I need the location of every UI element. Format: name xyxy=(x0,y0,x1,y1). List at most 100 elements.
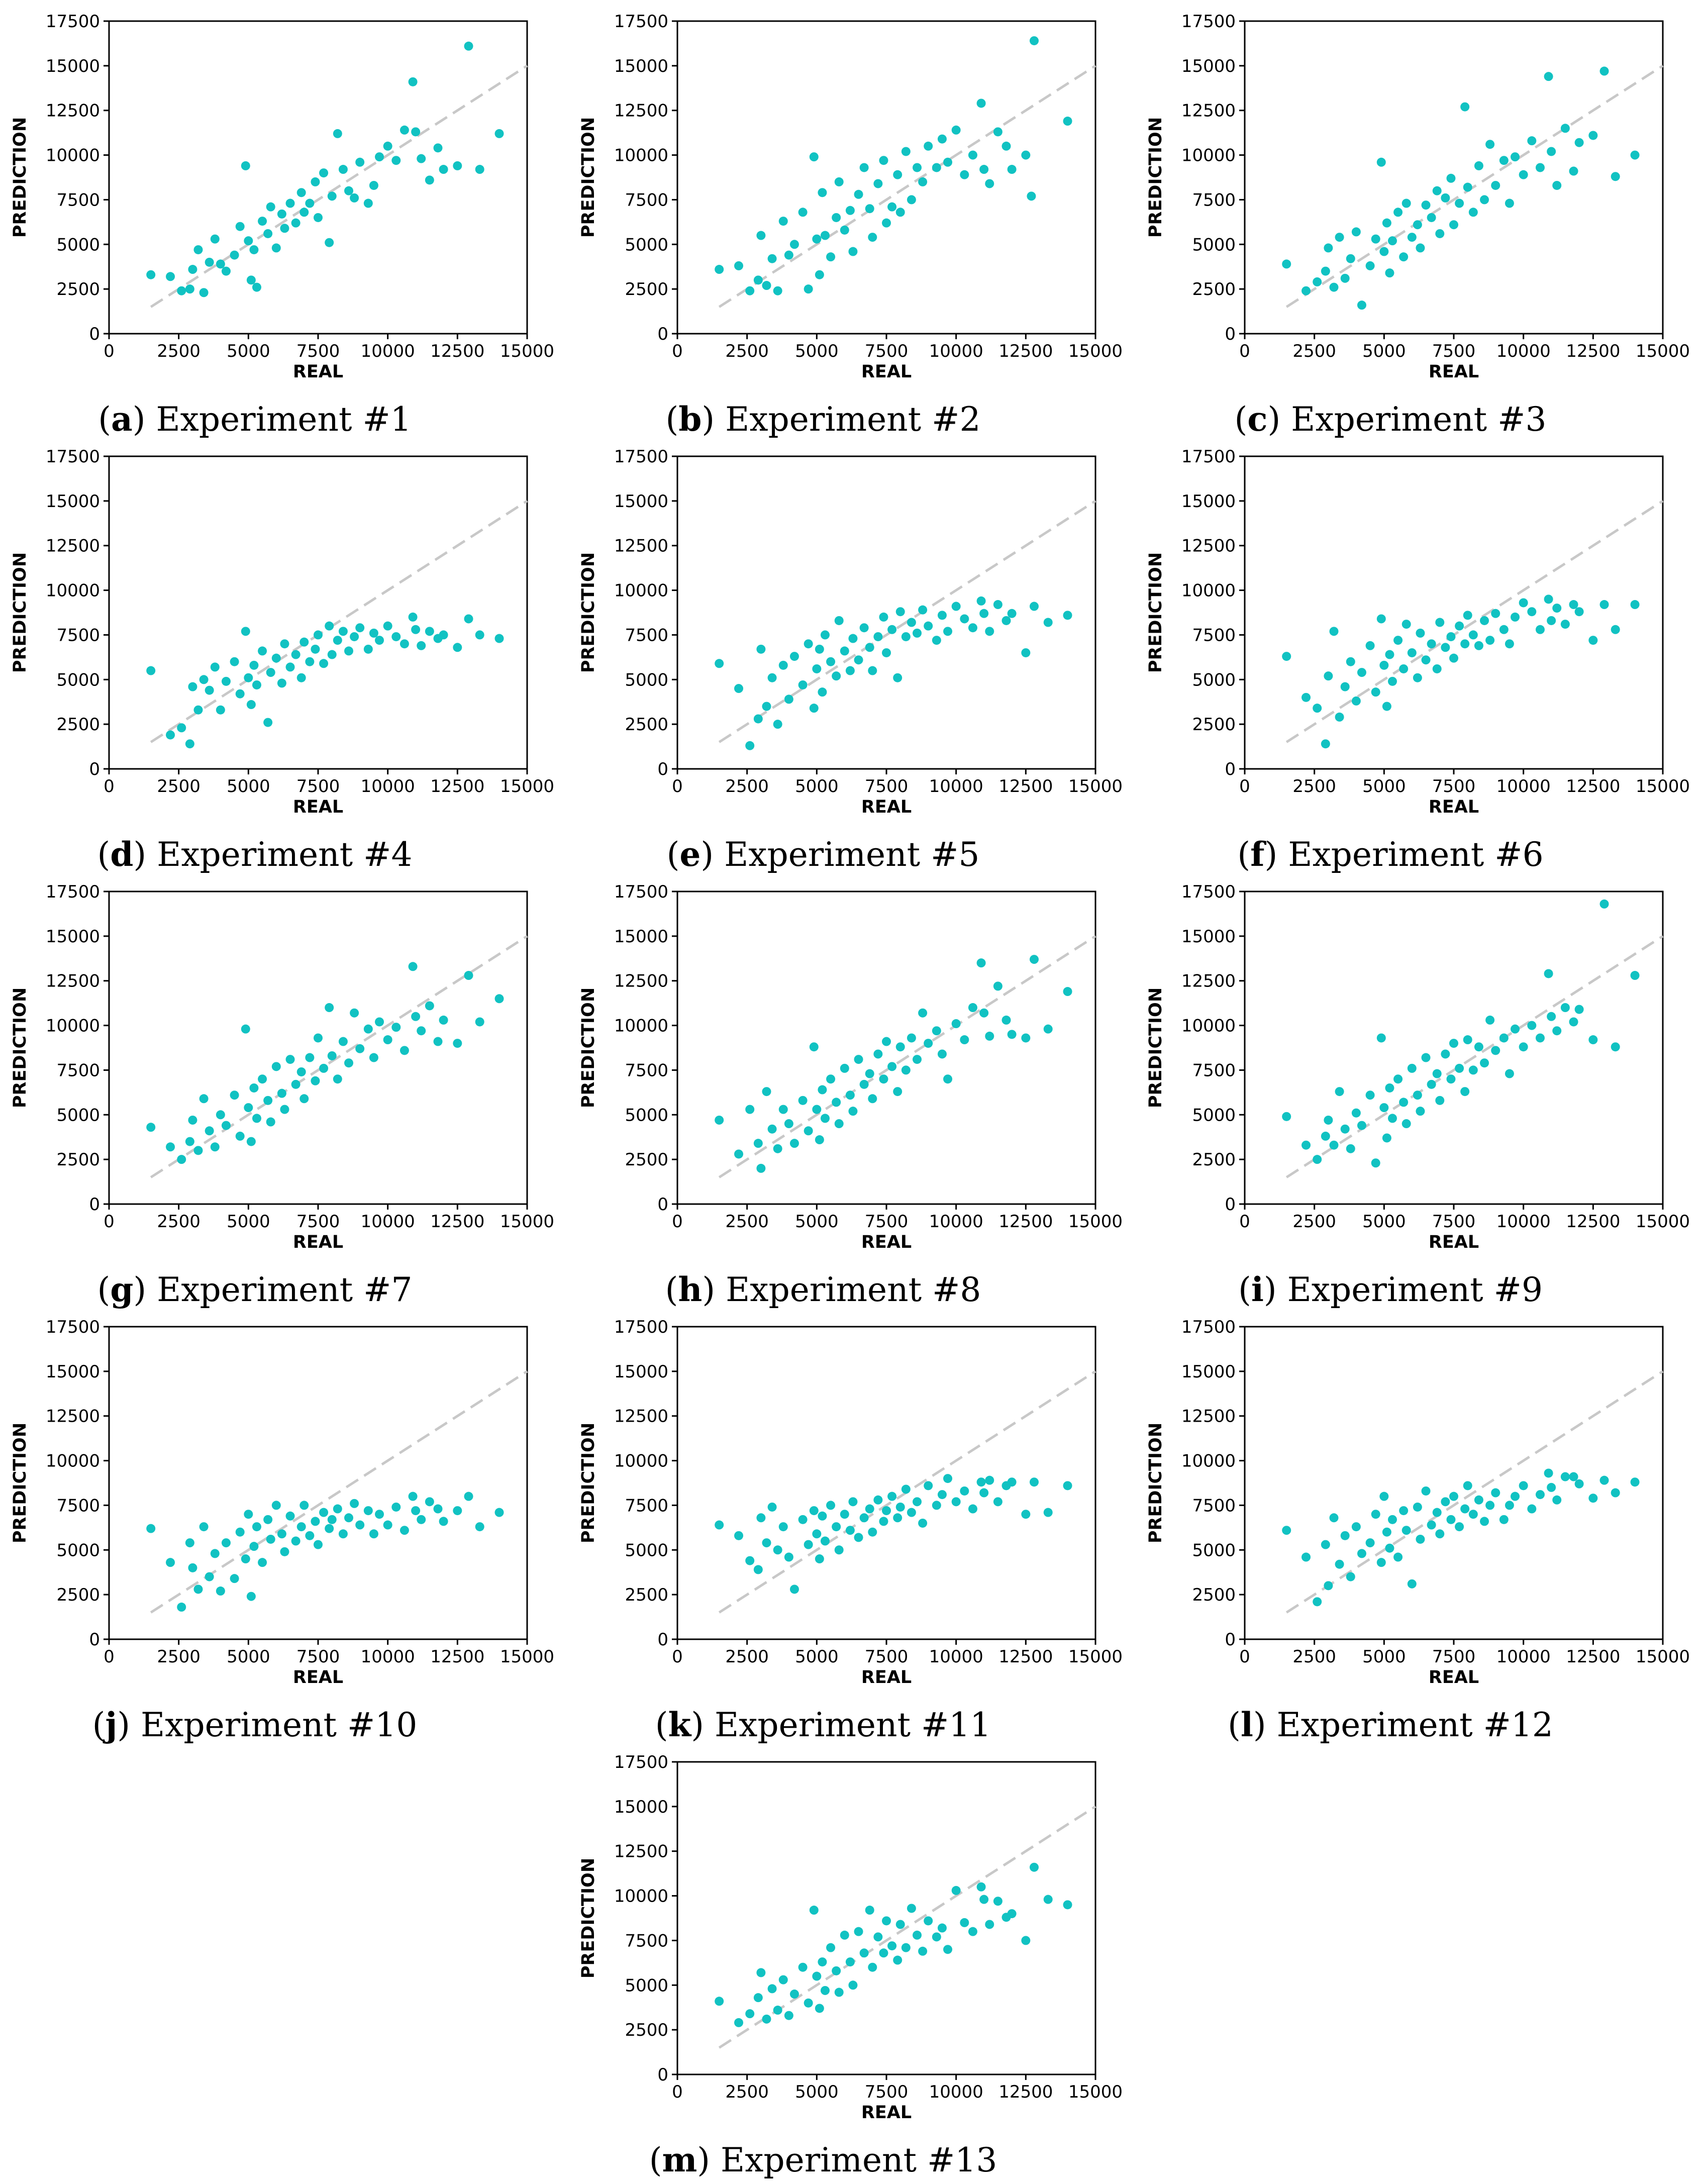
y-tick-label: 5000 xyxy=(625,670,668,690)
data-point xyxy=(417,641,426,650)
data-point xyxy=(241,1024,250,1034)
data-point xyxy=(753,714,763,724)
x-axis-label: REAL xyxy=(1429,797,1479,817)
x-tick-label: 0 xyxy=(672,1647,683,1667)
data-point xyxy=(369,1053,378,1062)
data-point xyxy=(985,1475,994,1485)
x-tick-label: 7500 xyxy=(865,1647,909,1667)
data-point xyxy=(311,177,320,186)
data-point xyxy=(789,1584,799,1594)
y-tick-label: 12500 xyxy=(46,101,100,121)
scatter-panel-g: 0 2500 5000 7500 10000 12500 15000 0 2500 5000 750… xyxy=(10,882,554,1309)
data-point xyxy=(280,1105,289,1114)
data-point xyxy=(976,596,986,606)
y-tick-label: 5000 xyxy=(1192,1540,1236,1560)
caption-text: ) Experiment #10 xyxy=(117,1706,417,1744)
data-point xyxy=(820,1986,830,1995)
data-point xyxy=(865,1906,874,1915)
data-point xyxy=(1313,704,1322,713)
data-point xyxy=(826,1074,836,1084)
data-point xyxy=(1421,1486,1431,1496)
data-point xyxy=(338,1037,348,1046)
data-point xyxy=(943,1945,953,1954)
data-point xyxy=(1474,641,1483,650)
data-point xyxy=(439,1517,448,1526)
data-point xyxy=(882,1916,891,1926)
data-point xyxy=(1421,201,1431,210)
data-point xyxy=(205,685,214,695)
y-tick-label: 15000 xyxy=(614,491,668,512)
caption-text: ) Experiment #6 xyxy=(1265,835,1544,874)
data-point xyxy=(383,1520,392,1530)
x-tick-label: 7500 xyxy=(865,341,909,361)
data-point xyxy=(1544,72,1553,81)
data-point xyxy=(285,198,295,208)
data-point xyxy=(1407,648,1417,657)
x-axis-label: REAL xyxy=(293,362,343,382)
y-tick-label: 10000 xyxy=(614,1887,668,1907)
identity-reference-line xyxy=(1285,1370,1664,1614)
data-point xyxy=(369,628,378,638)
data-point xyxy=(1511,612,1520,622)
data-point xyxy=(1324,1115,1333,1125)
data-point xyxy=(216,1586,225,1596)
data-point xyxy=(1021,1510,1031,1519)
data-point xyxy=(1340,273,1350,283)
data-point xyxy=(408,77,418,86)
data-point xyxy=(789,652,799,661)
data-point xyxy=(804,1540,813,1549)
caption-panel-letter: d xyxy=(110,835,133,874)
data-point xyxy=(1505,1069,1514,1078)
data-point xyxy=(1552,1495,1562,1505)
data-point xyxy=(453,1506,462,1516)
y-tick-label: 0 xyxy=(657,2065,668,2085)
data-point xyxy=(1029,955,1039,964)
data-point xyxy=(363,644,373,654)
y-tick-label: 7500 xyxy=(56,1060,100,1080)
data-point xyxy=(1455,198,1464,208)
data-point xyxy=(873,1495,883,1505)
data-point xyxy=(1547,147,1556,156)
data-point xyxy=(235,1527,245,1537)
x-tick-label: 10000 xyxy=(361,1212,415,1232)
data-point xyxy=(804,1126,813,1136)
y-tick-label: 15000 xyxy=(46,927,100,947)
data-point xyxy=(1499,156,1509,165)
data-point xyxy=(1324,243,1333,253)
data-point xyxy=(1379,1492,1389,1501)
data-point xyxy=(417,1026,426,1036)
panel-caption: (m) Experiment #13 xyxy=(649,2140,997,2179)
x-tick-label: 0 xyxy=(104,1212,115,1232)
x-tick-label: 15000 xyxy=(1636,1212,1690,1232)
y-tick-label: 5000 xyxy=(56,1540,100,1560)
data-point xyxy=(784,250,793,260)
data-point xyxy=(314,1033,323,1043)
data-point xyxy=(893,170,903,179)
data-point xyxy=(1416,1107,1425,1116)
panel-caption: (j) Experiment #10 xyxy=(92,1705,418,1744)
data-point xyxy=(177,723,186,733)
data-point xyxy=(879,1517,888,1526)
data-point xyxy=(439,165,448,174)
data-point xyxy=(734,261,744,270)
data-point xyxy=(1401,198,1411,208)
data-point xyxy=(1407,1063,1417,1073)
data-point xyxy=(1449,653,1458,663)
data-point xyxy=(756,1513,766,1523)
data-point xyxy=(383,621,392,631)
plot-frame xyxy=(108,455,528,770)
data-point xyxy=(221,266,231,276)
data-point xyxy=(976,98,986,108)
data-point xyxy=(188,1115,197,1125)
data-point xyxy=(333,129,342,138)
data-point xyxy=(369,180,378,190)
y-tick-label: 12500 xyxy=(1181,971,1236,991)
data-point xyxy=(1569,1472,1578,1481)
data-point xyxy=(249,1083,259,1093)
data-point xyxy=(411,1506,421,1516)
data-point xyxy=(1547,1482,1556,1492)
data-point xyxy=(937,134,947,144)
data-point xyxy=(993,1897,1003,1906)
data-point xyxy=(907,1904,916,1913)
y-tick-label: 7500 xyxy=(56,1496,100,1516)
